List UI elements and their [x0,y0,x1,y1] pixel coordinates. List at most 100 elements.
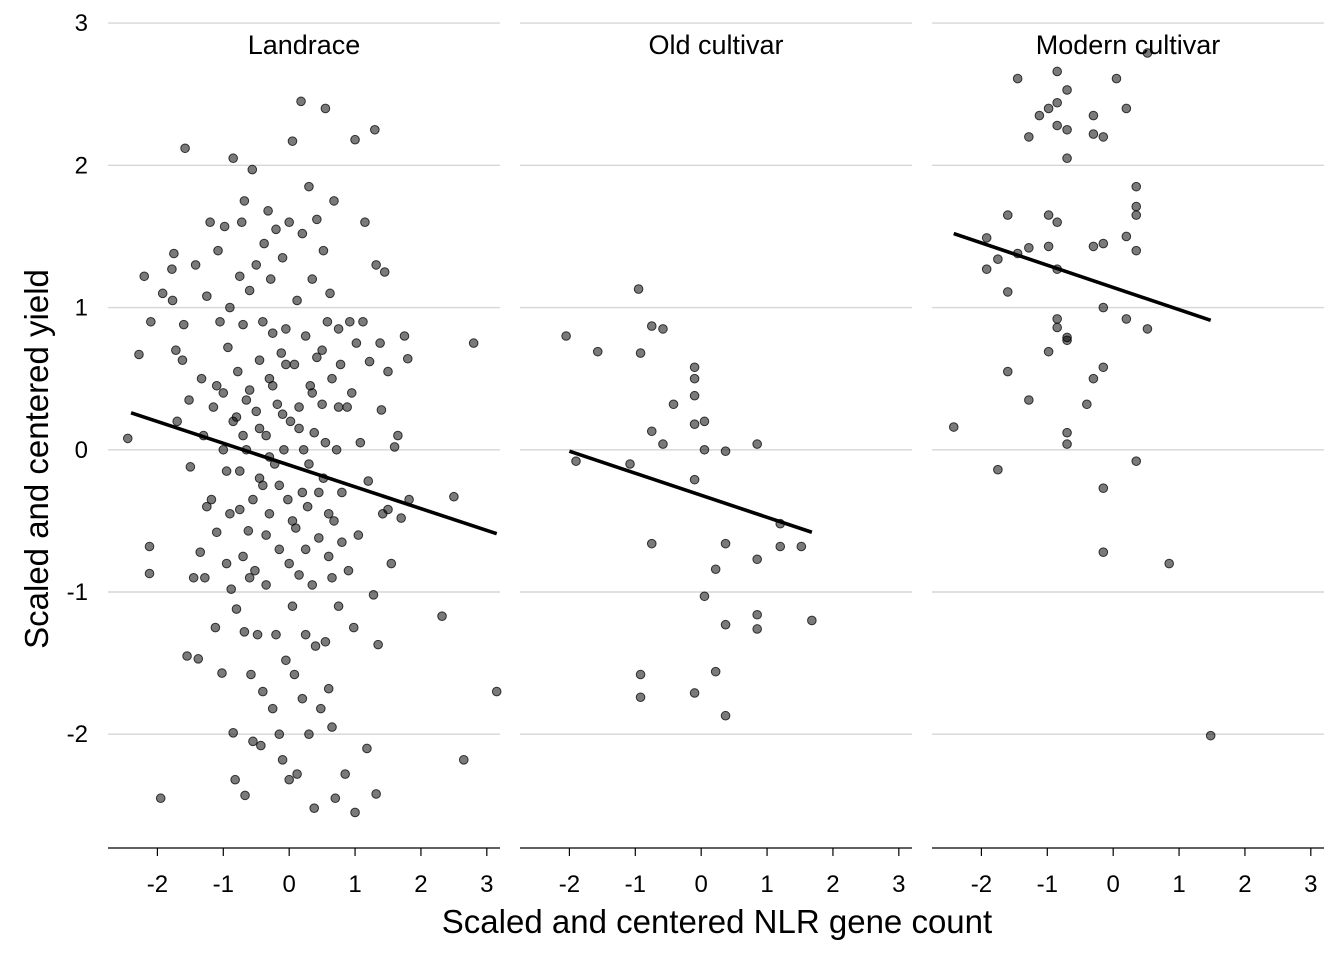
data-point [289,669,300,680]
data-point [327,373,337,384]
data-point [263,206,273,216]
data-point [1131,210,1142,220]
y-axis-title: Scaled and centered yield [18,269,55,649]
data-point [331,444,342,455]
data-point [261,530,271,540]
data-point [284,558,294,569]
data-point [592,346,603,357]
data-point [258,686,268,697]
data-point [322,316,333,327]
data-point [689,390,700,401]
data-point [234,271,245,282]
data-point [752,439,762,449]
data-point [981,264,992,274]
data-point [342,402,352,412]
data-point [1098,547,1109,557]
data-point [302,501,313,512]
data-point [658,324,668,334]
data-point [307,388,318,398]
data-point [234,504,245,515]
data-point [635,692,646,703]
data-point [225,508,235,519]
data-point [320,636,331,647]
data-point [228,416,238,427]
data-point [239,196,250,206]
data-point [1052,322,1062,333]
data-point [252,629,263,640]
data-point [146,316,156,327]
data-point [327,722,337,732]
data-point [208,402,219,412]
data-point [205,217,215,228]
data-point [195,547,206,557]
data-point [468,338,479,348]
data-point [238,551,248,562]
data-point [981,233,992,243]
data-point [289,359,300,370]
data-point [362,743,372,754]
x-tick-label: 2 [414,871,427,898]
data-point [258,480,268,491]
data-point [1164,558,1174,569]
data-point [699,444,710,455]
x-tick-label: -2 [559,871,580,898]
data-point [689,474,700,485]
data-point [298,444,309,455]
y-tick-label: 2 [75,152,88,179]
data-point [646,426,657,437]
data-point [1052,314,1062,324]
data-point [668,399,679,410]
data-point [243,526,254,536]
x-tick-label: -1 [213,871,234,898]
data-point [277,755,288,765]
data-point [371,789,381,799]
data-point [190,260,201,270]
x-tick-label: 1 [348,871,361,898]
data-point [172,416,182,427]
data-point [238,319,248,330]
data-point [211,380,222,391]
data-point [317,345,327,356]
data-point [309,803,320,813]
data-point [193,654,204,664]
data-point [218,444,229,455]
data-point [699,416,710,427]
data-point [1043,241,1054,252]
data-point [272,399,283,410]
data-point [248,494,258,505]
data-point [633,284,644,294]
data-point [370,124,380,135]
data-point [281,324,291,334]
data-point [285,416,296,427]
data-point [337,537,347,548]
data-point [167,264,177,274]
y-tick-label: 0 [75,437,88,464]
data-point [202,501,212,512]
data-point [244,385,255,395]
data-point [297,693,308,704]
data-point [710,564,721,575]
x-tick-label: 3 [892,871,905,898]
data-point [335,359,346,370]
data-point [182,651,192,661]
data-point [211,527,222,538]
data-point [244,572,255,583]
data-point [375,338,385,348]
data-point [1088,373,1099,384]
panel-old-cultivar: Old cultivar -2 -1 0 1 2 3 [520,22,912,898]
data-point [402,353,413,364]
data-point [399,331,410,341]
data-point [294,402,304,412]
data-point [383,504,393,515]
data-point [1088,110,1099,121]
data-point [267,380,278,391]
data-point [383,366,393,377]
data-point [320,103,331,114]
data-point [1098,302,1109,313]
data-point [294,570,304,580]
data-point [144,541,155,552]
data-point [320,437,331,448]
x-tick-label: 0 [282,871,295,898]
data-point [344,316,355,327]
x-tick-label: 3 [480,871,493,898]
